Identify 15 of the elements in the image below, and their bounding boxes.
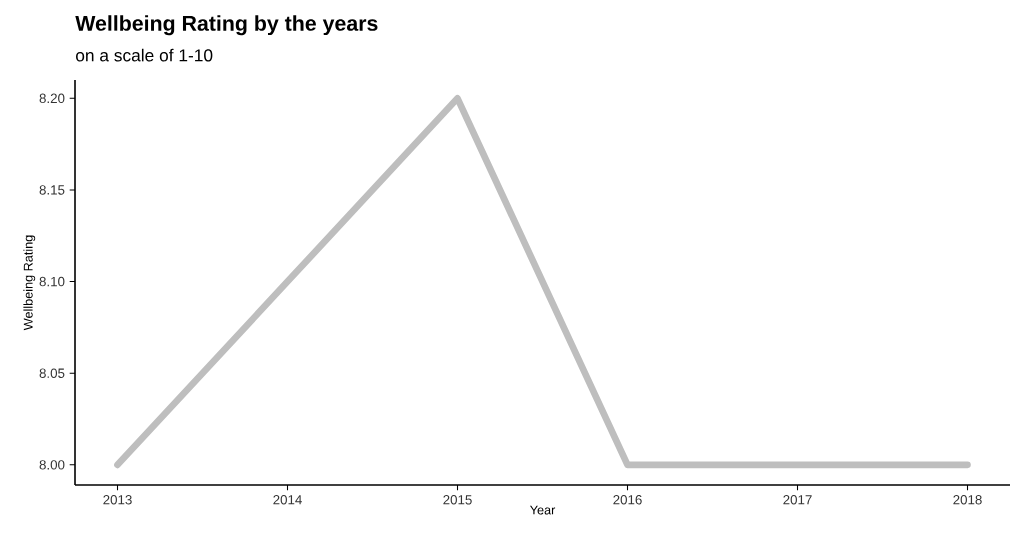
chart-subtitle: on a scale of 1-10 <box>76 48 213 62</box>
x-tick-label: 2015 <box>443 495 472 505</box>
y-tick-label: 8.15 <box>39 185 65 195</box>
x-tick-label: 2018 <box>953 495 982 505</box>
y-tick-label: 8.00 <box>39 460 65 470</box>
y-tick-label: 8.05 <box>39 368 65 378</box>
x-tick-label: 2016 <box>613 495 642 505</box>
y-tick-label: 8.20 <box>39 93 65 104</box>
x-tick-label: 2013 <box>103 495 132 505</box>
x-tick-label: 2014 <box>273 495 302 505</box>
y-tick-label: 8.10 <box>39 276 65 287</box>
x-tick-label: 2017 <box>783 495 812 505</box>
y-axis-title: Wellbeing Rating <box>23 235 36 331</box>
chart-title: Wellbeing Rating by the years <box>75 15 378 36</box>
x-axis-title: Year <box>529 505 556 515</box>
